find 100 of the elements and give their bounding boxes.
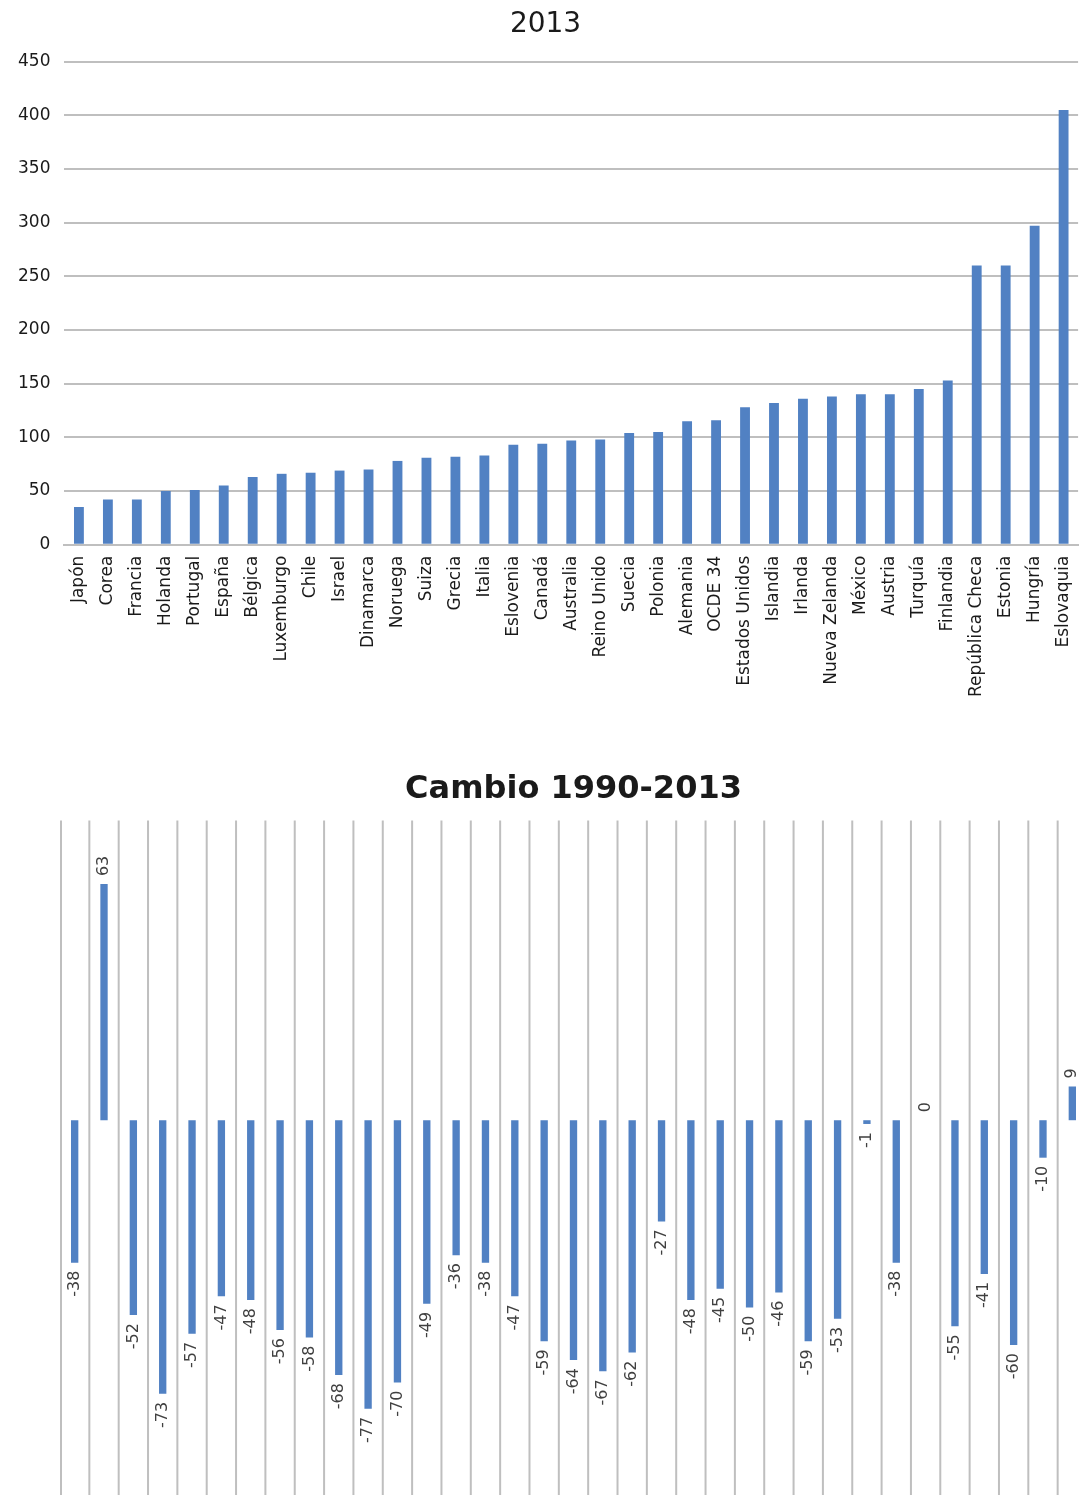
x-tick-label: Turquía [907,555,928,619]
bar [740,407,750,544]
data-label: -68 [327,1383,347,1410]
x-tick-label: OCDE 34 [704,555,725,632]
data-label: -38 [63,1270,83,1297]
bar [392,460,403,544]
data-label: -48 [680,1308,700,1335]
x-tick-label: Irlanda [791,555,812,615]
x-tick-label: Dinamarca [356,555,377,649]
x-tick-label: Australia [559,555,580,631]
bar [131,499,142,544]
data-label: 0 [914,1102,934,1113]
bar [913,389,924,544]
x-tick-label: Estados Unidos [733,555,754,686]
y-tick-label: 300 [17,211,51,232]
bar [769,402,779,544]
bar [595,439,606,544]
y-tick-label: 100 [17,425,51,446]
data-label: -55 [944,1334,964,1361]
bar [1000,265,1011,544]
y-tick-label: 150 [17,372,51,393]
data-label: 63 [93,855,113,877]
bar [566,440,577,544]
bar [537,443,548,544]
y-tick-label: 0 [39,533,51,554]
x-tick-label: Japón [67,555,88,605]
x-tick-label: Hungría [1023,555,1044,623]
x-tick-label: Italia [472,555,493,598]
x-tick-label: Suecia [617,555,638,613]
x-tick-label: Polonia [646,555,667,617]
x-tick-label: Portugal [183,555,204,627]
data-label: -47 [503,1304,523,1331]
y-tick-label: 200 [17,318,51,339]
y-tick-label: 250 [17,264,51,285]
data-label: -70 [386,1390,406,1417]
bar [826,396,837,544]
chart-title: 2013 [509,6,582,40]
data-label: -77 [357,1416,377,1443]
x-tick-label: Estonia [994,555,1015,619]
bar [942,380,953,544]
data-label: -59 [797,1349,817,1376]
x-tick-label: Bélgica [241,555,262,618]
x-tick-label: Eslovaquia [1052,555,1073,648]
data-label: -46 [768,1300,788,1327]
x-tick-label: Chile [299,555,320,599]
data-label: -10 [1032,1165,1052,1192]
bar [102,499,113,544]
data-label: -59 [533,1349,553,1376]
data-label: -62 [621,1360,641,1387]
bar [855,394,866,544]
bar [363,469,374,544]
x-tick-label: Noruega [385,555,406,629]
bar [884,394,895,544]
chart-title: Cambio 1990-2013 [405,767,742,806]
y-tick-label: 350 [17,157,51,178]
x-tick-label: Francia [125,555,146,617]
bar [74,507,84,544]
data-label: -38 [474,1270,494,1297]
bar [624,433,635,544]
x-tick-label: Alemania [675,555,696,636]
data-label: -57 [181,1341,201,1368]
data-label: -49 [415,1311,435,1338]
data-label: -41 [973,1281,993,1309]
x-tick-label: Grecia [443,555,464,611]
x-tick-label: Nueva Zelanda [820,555,841,685]
bar [218,485,229,544]
data-label: 9 [1061,1068,1081,1079]
data-label: -36 [445,1263,465,1290]
data-label: -67 [592,1379,611,1406]
data-label: -48 [239,1308,259,1335]
data-label: -56 [269,1338,289,1365]
data-label: -53 [826,1326,846,1353]
bar [1058,109,1069,544]
bar [971,265,982,544]
bar [1029,225,1040,544]
x-tick-label: República Checa [965,555,986,698]
data-label: -50 [738,1315,758,1342]
bar [421,457,432,544]
x-tick-label: México [849,555,870,616]
y-tick-label: 50 [28,479,51,500]
x-tick-label: España [212,555,233,618]
data-label: -73 [151,1401,171,1428]
bar [189,489,200,544]
bar [276,473,287,544]
bar [653,431,664,544]
x-tick-label: Suiza [414,555,435,602]
x-tick-label: Islandia [762,555,783,622]
x-tick-label: Canadá [530,555,551,621]
bar [682,421,693,544]
bar [160,490,171,544]
x-tick-label: Israel [328,555,348,603]
y-tick-label: 450 [17,50,51,71]
data-label: -1 [856,1131,876,1148]
data-label: -60 [1002,1353,1022,1380]
data-label: -27 [650,1229,670,1256]
data-label: -52 [122,1323,142,1350]
bar [508,444,519,544]
x-tick-label: Holanda [154,555,175,626]
y-tick-label: 400 [17,103,51,124]
x-tick-label: Luxemburgo [270,555,291,662]
